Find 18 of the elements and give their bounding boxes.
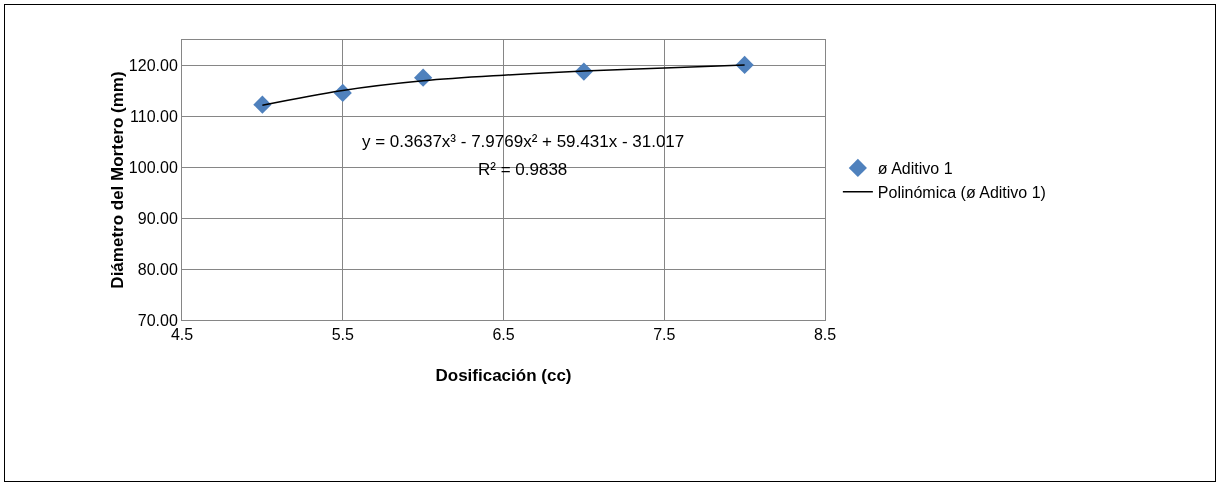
x-tick-label: 8.5 — [813, 326, 837, 344]
y-tick-label: 110.00 — [130, 107, 178, 125]
y-tick-label: 120.00 — [128, 57, 178, 75]
annotation: y = 0.3637x³ - 7.9769x² + 59.431x - 31.017 — [362, 132, 685, 151]
x-tick-label: 7.5 — [653, 326, 676, 344]
legend-label: Polinómica (ø Aditivo 1) — [877, 183, 1046, 201]
x-tick-label: 5.5 — [331, 326, 354, 344]
y-axis-title: Diámetro del Mortero (mm) — [107, 71, 127, 289]
y-tick-label: 80.00 — [137, 260, 178, 278]
y-tick-label: 70.00 — [137, 311, 178, 329]
y-tick-label: 90.00 — [137, 209, 178, 227]
x-tick-label: 6.5 — [492, 326, 515, 344]
legend-label: ø Aditivo 1 — [877, 160, 953, 178]
point — [253, 95, 272, 114]
x-axis-title: Dosificación (cc) — [435, 366, 572, 385]
annotation: R² = 0.9838 — [478, 160, 568, 179]
x-tick-label: 4.5 — [170, 326, 194, 344]
y-tick-label: 100.00 — [128, 158, 178, 176]
